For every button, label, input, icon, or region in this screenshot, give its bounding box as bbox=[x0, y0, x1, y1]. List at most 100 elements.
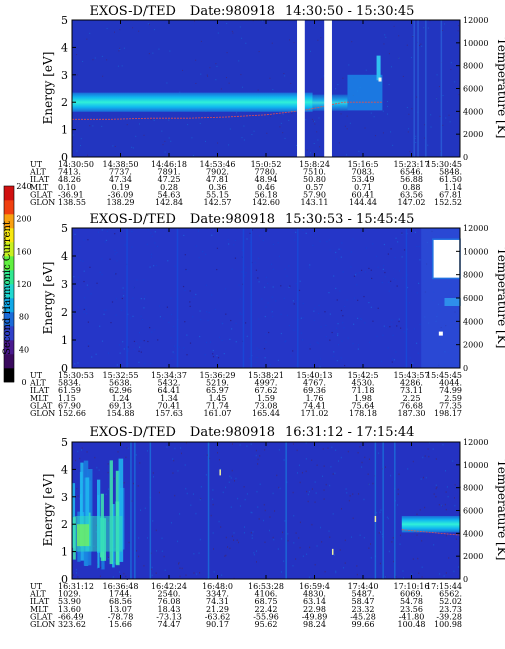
noise-speck bbox=[420, 478, 422, 480]
noise-speck bbox=[153, 119, 155, 121]
noise-speck bbox=[240, 256, 243, 258]
noise-speck bbox=[195, 59, 197, 61]
noise-speck bbox=[321, 78, 323, 80]
noise-speck bbox=[391, 361, 393, 363]
noise-speck bbox=[317, 342, 319, 344]
y2-tick-label: 8000 bbox=[463, 62, 483, 71]
noise-speck bbox=[79, 497, 81, 500]
noise-speck bbox=[112, 576, 114, 578]
noise-speck bbox=[435, 487, 437, 490]
noise-speck bbox=[302, 316, 304, 319]
orbit-cell: 1.34 bbox=[160, 394, 178, 403]
noise-speck bbox=[450, 69, 452, 71]
noise-speck bbox=[296, 300, 298, 302]
noise-speck bbox=[217, 32, 219, 34]
noise-speck bbox=[266, 132, 268, 134]
noise-speck bbox=[293, 42, 295, 44]
orbit-cell: -55.96 bbox=[253, 612, 279, 621]
noise-speck bbox=[324, 311, 326, 313]
noise-speck bbox=[415, 342, 418, 344]
noise-speck bbox=[206, 454, 208, 456]
noise-speck bbox=[95, 353, 97, 355]
noise-speck bbox=[271, 42, 273, 44]
noise-speck bbox=[118, 571, 120, 573]
noise-speck bbox=[245, 42, 247, 44]
noise-speck bbox=[356, 317, 359, 319]
noise-speck bbox=[252, 531, 254, 533]
noise-speck bbox=[341, 508, 343, 510]
noise-speck bbox=[92, 125, 94, 127]
orbit-cell: 67.81 bbox=[439, 190, 462, 199]
noise-speck bbox=[411, 108, 413, 110]
noise-speck bbox=[273, 538, 275, 541]
noise-speck bbox=[161, 550, 163, 552]
noise-speck bbox=[455, 538, 457, 540]
colorbar-step bbox=[4, 298, 14, 313]
noise-speck bbox=[316, 464, 318, 467]
noise-speck bbox=[189, 301, 191, 303]
noise-speck bbox=[319, 526, 321, 529]
noise-speck bbox=[442, 95, 444, 97]
noise-speck bbox=[335, 570, 337, 573]
noise-speck bbox=[364, 322, 366, 324]
noise-speck bbox=[352, 323, 355, 325]
noise-speck bbox=[155, 264, 158, 267]
noise-speck bbox=[173, 459, 175, 462]
noise-speck bbox=[200, 497, 202, 500]
noise-speck bbox=[226, 52, 228, 54]
noise-speck bbox=[88, 342, 90, 345]
noise-speck bbox=[114, 233, 116, 235]
right-edge-streak bbox=[444, 298, 461, 306]
noise-speck bbox=[79, 457, 81, 460]
noise-speck bbox=[143, 307, 145, 309]
orbit-cell: 7891. bbox=[158, 168, 181, 177]
noise-speck bbox=[363, 536, 365, 539]
noise-speck bbox=[390, 66, 392, 68]
noise-speck bbox=[224, 555, 226, 557]
noise-speck bbox=[324, 570, 326, 573]
noise-speck bbox=[187, 124, 189, 126]
noise-speck bbox=[211, 234, 213, 236]
noise-speck bbox=[143, 565, 145, 567]
orbit-cell: 54.63 bbox=[158, 190, 181, 199]
bright-patch bbox=[432, 238, 461, 280]
noise-speck bbox=[335, 287, 337, 290]
noise-speck bbox=[199, 335, 201, 338]
orbit-cell: 1.45 bbox=[209, 394, 227, 403]
noise-speck bbox=[446, 486, 448, 488]
noise-speck bbox=[352, 493, 354, 495]
noise-speck bbox=[235, 112, 237, 114]
noise-speck bbox=[438, 86, 440, 88]
noise-speck bbox=[113, 31, 115, 33]
noise-speck bbox=[344, 125, 346, 127]
orbit-cell: 62.96 bbox=[109, 386, 132, 395]
noise-speck bbox=[243, 125, 245, 127]
noise-speck bbox=[231, 535, 233, 538]
noise-speck bbox=[429, 20, 431, 22]
colorbar-step bbox=[4, 326, 14, 341]
noise-speck bbox=[352, 238, 354, 240]
noise-speck bbox=[368, 267, 370, 270]
noise-speck bbox=[387, 253, 389, 255]
noise-speck bbox=[340, 456, 342, 459]
orbit-cell: 0.36 bbox=[209, 183, 227, 192]
noise-speck bbox=[139, 123, 141, 125]
colorbar-step bbox=[4, 340, 14, 355]
noise-speck bbox=[186, 334, 188, 336]
noise-speck bbox=[326, 241, 328, 243]
noise-speck bbox=[412, 558, 414, 560]
noise-speck bbox=[146, 450, 148, 452]
noise-speck bbox=[205, 253, 207, 255]
noise-speck bbox=[265, 333, 267, 335]
noise-speck bbox=[233, 539, 235, 541]
y2-tick-label: 10000 bbox=[463, 461, 488, 470]
y2-tick-label: 6000 bbox=[463, 294, 483, 303]
noise-speck bbox=[390, 280, 392, 282]
noise-speck bbox=[151, 574, 153, 577]
y2-tick-label: 2000 bbox=[463, 130, 483, 139]
noise-speck bbox=[355, 272, 357, 274]
noise-speck bbox=[397, 504, 399, 506]
noise-speck bbox=[315, 492, 317, 494]
noise-speck bbox=[150, 256, 153, 258]
noise-speck bbox=[370, 112, 372, 114]
